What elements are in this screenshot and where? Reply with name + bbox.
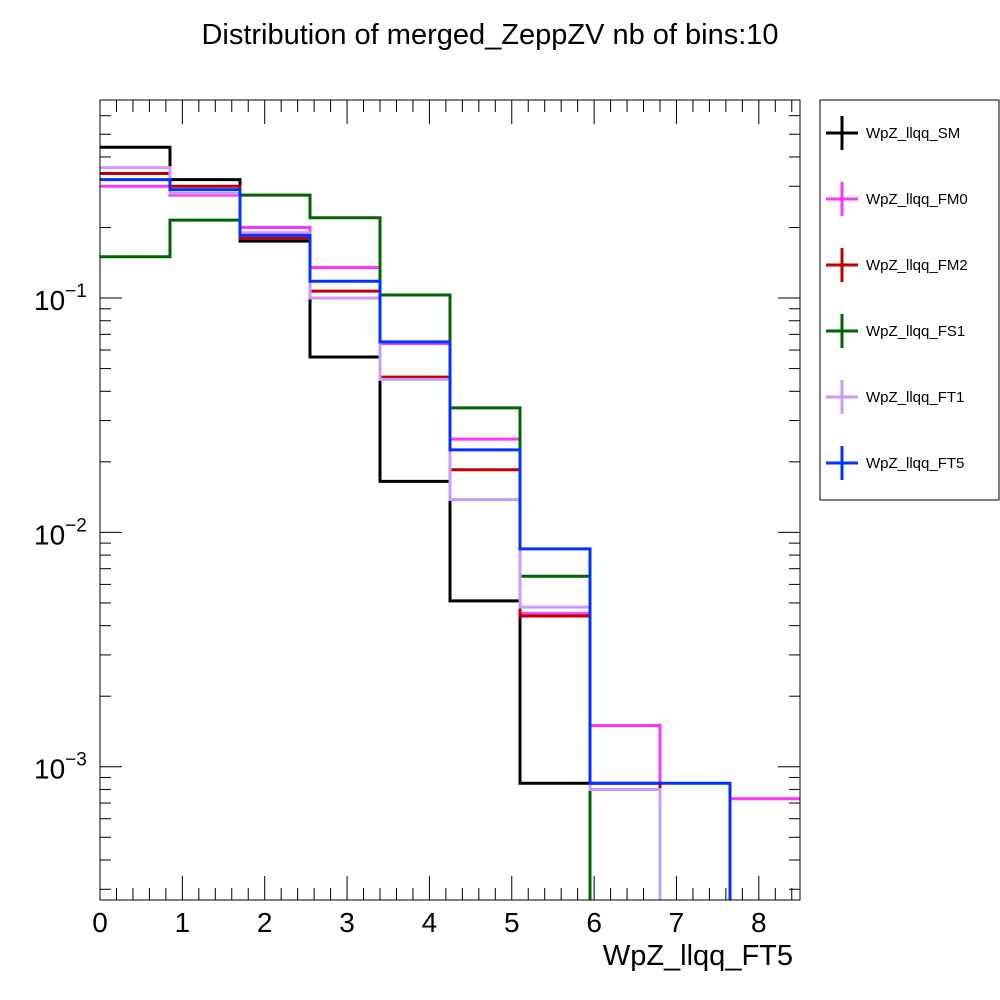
y-tick-label: 10−3 bbox=[34, 750, 87, 785]
plot-frame bbox=[99, 99, 801, 901]
legend-item: WpZ_llqq_FM0 bbox=[826, 182, 968, 216]
x-tick-label: 2 bbox=[257, 907, 273, 938]
x-tick-label: 3 bbox=[339, 907, 355, 938]
legend-item: WpZ_llqq_FT5 bbox=[826, 446, 964, 480]
legend: WpZ_llqq_SM WpZ_llqq_FM0 WpZ_llqq_FM2 WpZ_l… bbox=[819, 99, 1000, 501]
series-line-wpz-llqq-ft5 bbox=[100, 178, 732, 900]
series-lines bbox=[100, 145, 800, 900]
series-line-wpz-llqq-sm bbox=[100, 145, 592, 900]
x-tick-label: 7 bbox=[669, 907, 685, 938]
y-tick-label: 10−2 bbox=[34, 515, 87, 550]
plot-area bbox=[100, 145, 800, 900]
legend-box bbox=[819, 99, 1000, 501]
x-tick-label: 4 bbox=[422, 907, 438, 938]
axis-ticks bbox=[99, 100, 800, 900]
legend-item: WpZ_llqq_SM bbox=[826, 116, 960, 150]
y-tick-label: 10−1 bbox=[34, 281, 87, 316]
legend-label: WpZ_llqq_FT5 bbox=[866, 455, 964, 472]
x-tick-label: 5 bbox=[504, 907, 520, 938]
chart-title: Distribution of merged_ZeppZV nb of bins… bbox=[201, 19, 778, 51]
x-tick-label: 0 bbox=[92, 907, 108, 938]
legend-label: WpZ_llqq_FM2 bbox=[866, 257, 968, 274]
legend-item: WpZ_llqq_FS1 bbox=[826, 314, 965, 348]
legend-item: WpZ_llqq_FM2 bbox=[826, 248, 968, 282]
legend-label: WpZ_llqq_FS1 bbox=[866, 323, 965, 340]
x-tick-label: 1 bbox=[175, 907, 191, 938]
legend-label: WpZ_llqq_FT1 bbox=[866, 389, 964, 406]
x-tick-label: 8 bbox=[751, 907, 767, 938]
legend-item: WpZ_llqq_FT1 bbox=[826, 380, 964, 414]
series-line-wpz-llqq-fs1 bbox=[100, 193, 592, 900]
legend-label: WpZ_llqq_FM0 bbox=[866, 191, 968, 208]
x-axis-title: WpZ_llqq_FT5 bbox=[603, 940, 793, 972]
axis-tick-labels: 0 1 2 3 4 5 6 7 8 10−1 10−2 10−3 bbox=[34, 281, 767, 938]
x-tick-label: 6 bbox=[586, 907, 602, 938]
legend-label: WpZ_llqq_SM bbox=[866, 125, 960, 142]
